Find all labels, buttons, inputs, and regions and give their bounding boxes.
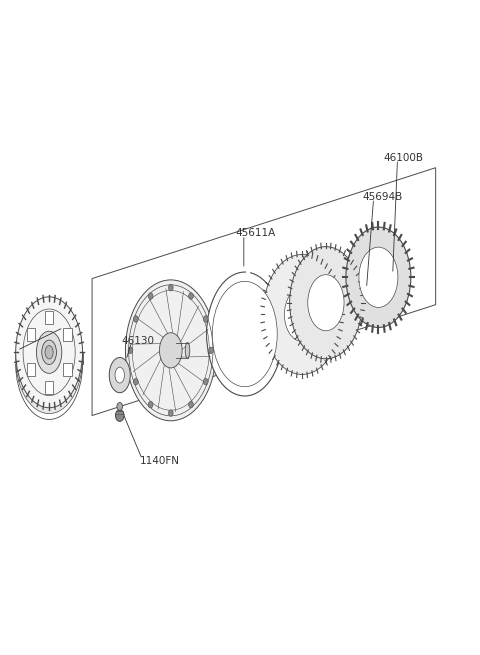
Text: 45100: 45100 <box>42 322 75 333</box>
Text: 45611A: 45611A <box>235 228 276 238</box>
Ellipse shape <box>204 379 208 385</box>
Text: 1140FN: 1140FN <box>140 456 180 466</box>
Ellipse shape <box>125 280 216 421</box>
Ellipse shape <box>109 358 130 393</box>
Ellipse shape <box>206 272 283 396</box>
Ellipse shape <box>359 247 398 307</box>
Ellipse shape <box>116 409 124 421</box>
Ellipse shape <box>148 402 153 408</box>
Ellipse shape <box>289 247 362 359</box>
Ellipse shape <box>115 367 124 383</box>
Ellipse shape <box>45 346 53 359</box>
FancyBboxPatch shape <box>45 311 53 324</box>
Ellipse shape <box>212 282 277 386</box>
Ellipse shape <box>308 274 344 331</box>
FancyBboxPatch shape <box>26 364 35 376</box>
FancyBboxPatch shape <box>63 364 72 376</box>
Ellipse shape <box>148 293 153 299</box>
FancyBboxPatch shape <box>26 328 35 341</box>
Ellipse shape <box>16 297 83 407</box>
Ellipse shape <box>185 343 190 358</box>
Text: 46100B: 46100B <box>383 153 423 163</box>
Ellipse shape <box>23 309 75 396</box>
Ellipse shape <box>159 333 182 368</box>
Text: 45694B: 45694B <box>363 192 403 202</box>
Ellipse shape <box>285 288 320 341</box>
Ellipse shape <box>189 402 193 408</box>
Ellipse shape <box>346 227 411 328</box>
Ellipse shape <box>128 347 133 354</box>
Ellipse shape <box>189 293 193 299</box>
Ellipse shape <box>263 254 341 375</box>
Ellipse shape <box>168 284 173 291</box>
Ellipse shape <box>42 340 57 364</box>
Ellipse shape <box>209 347 214 354</box>
FancyBboxPatch shape <box>63 328 72 341</box>
Ellipse shape <box>133 316 138 322</box>
Ellipse shape <box>16 303 83 413</box>
Ellipse shape <box>168 410 173 417</box>
Ellipse shape <box>133 379 138 385</box>
FancyBboxPatch shape <box>45 381 53 394</box>
Ellipse shape <box>117 403 122 410</box>
Ellipse shape <box>204 316 208 322</box>
Text: 46130: 46130 <box>121 335 155 346</box>
Ellipse shape <box>36 331 62 373</box>
